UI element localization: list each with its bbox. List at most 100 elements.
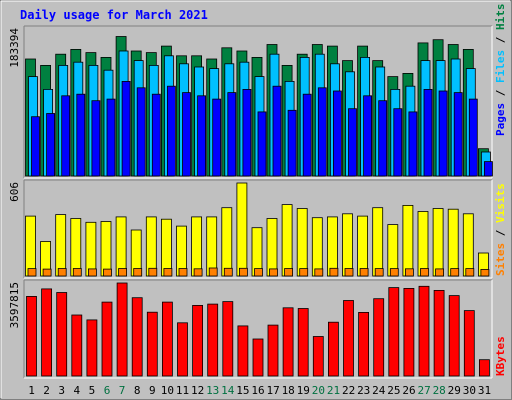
x-tick-label-day-3: 3 [58, 384, 65, 397]
bar-visits-day-21 [326, 216, 338, 277]
bar-sites-day-9 [148, 267, 158, 277]
x-tick-label-day-22: 22 [342, 384, 355, 397]
chart-panels: 183394 Pages / Files / Hits 606 Sites / Vis… [8, 4, 507, 379]
bar-kbytes-day-14 [222, 301, 234, 377]
bar-sites-day-4 [72, 268, 82, 277]
bar-visits-day-4 [70, 218, 82, 277]
bar-pages-day-20 [317, 87, 327, 177]
legend-entry-files: Files [494, 50, 507, 83]
legend-entry-visits: Visits [494, 183, 507, 223]
bar-kbytes-day-2 [41, 288, 52, 377]
scale-label-top: 183394 [8, 28, 21, 68]
bar-kbytes-day-10 [161, 301, 173, 377]
bar-sites-day-20 [314, 268, 324, 277]
bar-sites-day-6 [103, 268, 112, 277]
bar-pages-day-13 [212, 98, 222, 177]
bar-kbytes-day-11 [177, 322, 188, 377]
bar-sites-day-14 [223, 267, 233, 277]
bar-kbytes-day-25 [388, 287, 400, 377]
panel-middle: 606 Sites / Visits [8, 179, 507, 279]
panel-bottom: 3597815 KBytes [8, 279, 507, 379]
bar-sites-day-10 [163, 268, 173, 277]
bar-pages-day-31 [483, 161, 493, 177]
bar-kbytes-day-8 [131, 297, 143, 377]
x-tick-label-day-25: 25 [387, 384, 400, 397]
bar-kbytes-day-19 [297, 308, 309, 377]
bar-sites-day-26 [404, 268, 414, 277]
legend-entry-sites: Sites [494, 243, 507, 276]
bar-pages-day-5 [91, 100, 101, 177]
bar-pages-day-24 [378, 100, 388, 177]
x-tick-label-day-15: 15 [236, 384, 249, 397]
bar-visits-day-29 [447, 208, 459, 277]
scale-label-bottom: 3597815 [8, 282, 21, 328]
bar-kbytes-day-17 [267, 324, 279, 377]
bar-sites-day-25 [389, 268, 399, 277]
bar-kbytes-day-20 [312, 336, 324, 377]
bar-pages-day-8 [136, 87, 146, 177]
bar-kbytes-day-1 [26, 295, 37, 377]
bar-visits-day-13 [206, 216, 218, 277]
bar-visits-day-12 [191, 216, 203, 277]
x-tick-label-day-2: 2 [43, 384, 50, 397]
bar-sites-day-8 [133, 268, 143, 277]
bar-pages-day-25 [393, 108, 403, 177]
x-tick-label-day-6: 6 [104, 384, 111, 397]
bar-pages-day-4 [76, 93, 86, 177]
bars-bottom [26, 282, 490, 377]
bar-visits-day-23 [357, 215, 369, 277]
bar-kbytes-day-5 [86, 319, 98, 377]
bar-kbytes-day-28 [433, 289, 445, 377]
bar-pages-day-30 [468, 98, 478, 177]
x-tick-label-day-16: 16 [251, 384, 264, 397]
x-tick-label-day-18: 18 [282, 384, 295, 397]
bar-sites-day-28 [435, 268, 445, 277]
bar-visits-day-15 [236, 182, 248, 277]
bar-pages-day-14 [227, 92, 237, 177]
scale-label-middle: 606 [8, 182, 21, 202]
bar-visits-day-6 [100, 221, 112, 277]
x-tick-label-day-11: 11 [176, 384, 189, 397]
bar-visits-day-7 [115, 216, 127, 277]
bar-sites-day-18 [284, 268, 294, 277]
bar-sites-day-19 [299, 268, 309, 277]
bar-pages-day-27 [423, 89, 433, 177]
x-tick-label-day-12: 12 [191, 384, 204, 397]
x-tick-label-day-30: 30 [463, 384, 476, 397]
x-tick-label-day-24: 24 [372, 384, 386, 397]
bar-sites-day-2 [42, 268, 52, 277]
bar-sites-day-3 [57, 268, 67, 277]
legend-bottom: KBytes [494, 336, 507, 376]
bar-sites-day-22 [344, 268, 354, 277]
bar-kbytes-day-4 [71, 314, 83, 377]
bar-pages-day-28 [438, 90, 448, 177]
x-tick-label-day-28: 28 [433, 384, 446, 397]
bar-kbytes-day-3 [56, 292, 68, 377]
panel-top: 183394 Pages / Files / Hits [8, 4, 507, 179]
bar-visits-day-1 [25, 215, 36, 277]
bar-pages-day-17 [272, 85, 282, 177]
bar-kbytes-day-30 [463, 310, 475, 377]
bar-pages-day-29 [453, 92, 463, 177]
legend-top: Pages / Files / Hits [494, 4, 507, 137]
bar-pages-day-18 [287, 109, 297, 177]
bar-visits-day-26 [402, 204, 414, 277]
bar-kbytes-day-9 [146, 311, 158, 377]
x-tick-label-day-26: 26 [402, 384, 415, 397]
x-tick-label-day-13: 13 [206, 384, 219, 397]
x-tick-label-day-8: 8 [134, 384, 141, 397]
bar-pages-day-15 [242, 89, 252, 177]
bar-kbytes-day-27 [418, 285, 430, 377]
bar-visits-day-3 [55, 214, 67, 277]
bar-pages-day-1 [31, 116, 40, 177]
bar-visits-day-24 [372, 207, 384, 277]
bar-pages-day-2 [46, 113, 55, 177]
x-tick-label-day-1: 1 [28, 384, 35, 397]
bar-pages-day-10 [166, 85, 176, 177]
bar-visits-day-10 [160, 218, 172, 277]
bar-pages-day-12 [197, 95, 207, 177]
bar-sites-day-11 [178, 268, 188, 277]
x-tick-label-day-9: 9 [149, 384, 156, 397]
bar-visits-day-18 [281, 204, 293, 277]
